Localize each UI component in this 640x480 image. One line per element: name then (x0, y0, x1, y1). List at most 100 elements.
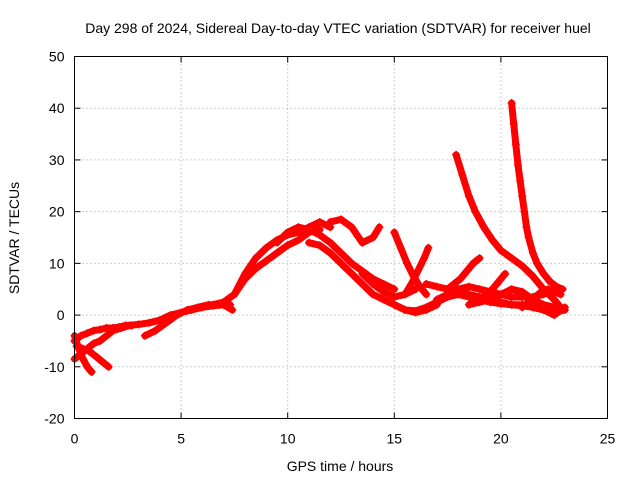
data-point (96, 336, 105, 345)
data-point (516, 176, 525, 185)
data-point (550, 295, 559, 304)
data-point (543, 285, 552, 294)
data-point (507, 300, 516, 309)
data-point (528, 249, 537, 258)
data-point (140, 331, 149, 340)
data-point (432, 295, 441, 304)
data-point (420, 254, 429, 263)
data-point (496, 290, 505, 299)
data-point (337, 215, 345, 224)
data-point (390, 292, 399, 301)
data-point (230, 290, 239, 299)
data-point (151, 326, 160, 335)
y-tick-label: 0 (57, 307, 65, 323)
series-arc-21 (475, 269, 510, 304)
data-point (494, 277, 503, 286)
data-point (358, 269, 367, 278)
data-point (507, 254, 516, 263)
series-line (444, 254, 484, 293)
data-point (462, 267, 471, 276)
data-point (518, 192, 527, 201)
data-series (70, 99, 569, 376)
data-point (511, 140, 520, 149)
data-point (379, 295, 388, 304)
data-point (496, 246, 505, 255)
data-point (347, 269, 356, 278)
data-point (479, 223, 488, 232)
data-point (76, 349, 85, 358)
data-point (251, 254, 260, 263)
data-point (89, 339, 98, 348)
data-point (496, 298, 505, 307)
data-point (117, 324, 126, 332)
data-point (454, 285, 463, 294)
data-point (326, 249, 335, 258)
data-point (337, 249, 345, 258)
data-point (219, 298, 228, 307)
data-point (528, 303, 537, 312)
data-point (83, 329, 92, 338)
data-point (518, 261, 527, 270)
data-point (183, 305, 192, 314)
data-point (368, 290, 377, 299)
data-point (326, 217, 335, 226)
data-point (368, 233, 377, 242)
data-point (464, 192, 473, 201)
data-point (458, 171, 467, 180)
data-point (518, 303, 527, 312)
data-point (315, 217, 324, 226)
data-point (413, 267, 422, 276)
y-tick-label: 40 (49, 100, 65, 116)
data-point (531, 292, 540, 301)
data-point (368, 280, 377, 289)
data-point (537, 287, 546, 296)
data-point (488, 236, 497, 245)
data-point (422, 303, 431, 312)
data-point (556, 290, 565, 299)
x-tick-label: 0 (71, 431, 79, 447)
series-arc-8 (230, 225, 324, 299)
series-arc-11 (326, 215, 384, 247)
data-point (501, 269, 510, 278)
data-point (415, 282, 424, 291)
data-point (347, 259, 356, 268)
series-arc-22 (507, 99, 567, 294)
data-point (104, 362, 113, 371)
data-point (469, 259, 478, 268)
data-point (550, 303, 559, 312)
data-point (209, 300, 218, 309)
data-point (403, 259, 412, 268)
data-point (520, 207, 529, 216)
x-tick-label: 15 (387, 431, 403, 447)
axis-ticks: 0 5 10 15 20 25 -20 -10 0 10 20 30 40 50 (44, 49, 615, 447)
data-point (251, 264, 260, 273)
data-point (283, 241, 292, 250)
data-point (125, 321, 134, 330)
x-tick-label: 20 (493, 431, 509, 447)
data-point (558, 305, 567, 314)
data-point (145, 318, 154, 327)
data-point (471, 207, 480, 216)
data-point (524, 298, 533, 307)
data-point (91, 352, 100, 361)
data-point (273, 238, 282, 247)
data-point (283, 228, 292, 237)
data-point (134, 320, 143, 329)
data-point (539, 300, 548, 309)
data-point (507, 285, 516, 294)
data-point (326, 238, 335, 247)
data-point (98, 357, 107, 366)
data-point (422, 280, 431, 289)
data-point (524, 233, 533, 242)
data-point (452, 150, 461, 159)
data-point (481, 290, 490, 299)
y-axis-label: SDTVAR / TECUs (6, 182, 22, 294)
data-point (533, 259, 542, 268)
data-point (432, 282, 441, 291)
data-point (241, 274, 250, 283)
data-point (87, 367, 96, 376)
data-point (262, 256, 271, 265)
data-point (518, 287, 527, 296)
chart-title: Day 298 of 2024, Sidereal Day-to-day VTE… (85, 20, 591, 36)
